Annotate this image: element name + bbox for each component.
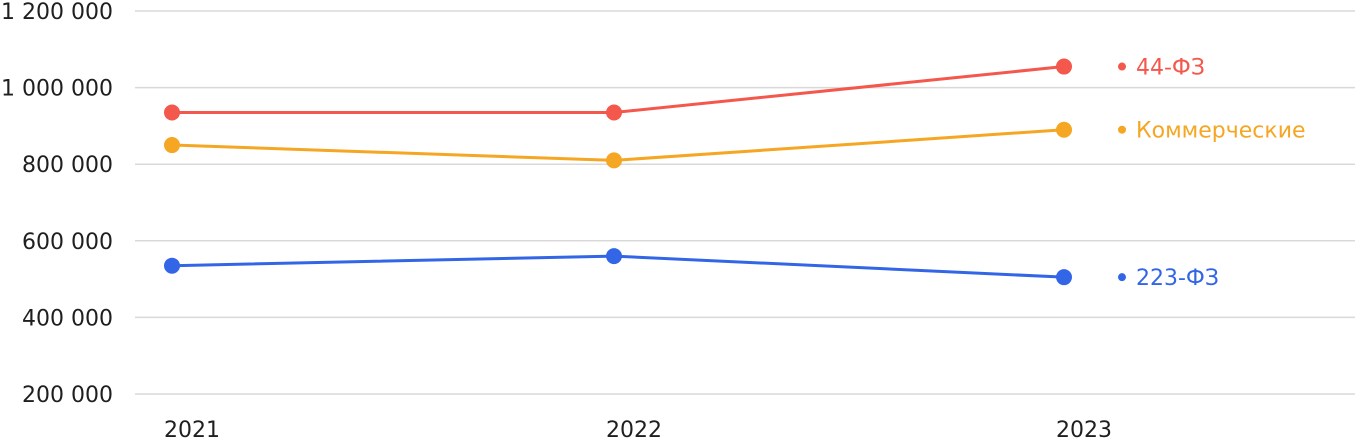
legend-marker — [1118, 273, 1126, 282]
grid — [135, 10, 1355, 395]
x-tick-label: 2022 — [606, 418, 662, 439]
y-tick-label: 600 000 — [22, 230, 113, 255]
data-point — [1056, 269, 1072, 286]
x-tick-label: 2023 — [1056, 418, 1112, 439]
x-tick-label: 2021 — [164, 418, 220, 439]
y-tick-label: 1 200 000 — [1, 0, 113, 25]
y-tick-label: 200 000 — [22, 383, 113, 408]
data-point — [1056, 121, 1072, 138]
y-axis: 1 200 000 1 000 000 800 000 600 000 400 000 2… — [1, 0, 113, 408]
legend-marker — [1118, 62, 1126, 71]
data-point — [606, 248, 622, 265]
data-point — [606, 152, 622, 169]
data-point — [606, 104, 622, 121]
legend-label: 44-ФЗ — [1136, 56, 1205, 81]
series-group — [164, 58, 1072, 286]
legend-label: 223-ФЗ — [1136, 266, 1219, 291]
legend-label: Коммерческие — [1136, 119, 1306, 144]
x-axis: 2021 2022 2023 — [164, 418, 1112, 439]
legend-marker — [1118, 125, 1126, 134]
data-point — [164, 137, 180, 154]
legend: 44-ФЗ Коммерческие 223-ФЗ — [1118, 56, 1306, 291]
data-point — [164, 257, 180, 274]
data-point — [1056, 58, 1072, 75]
data-point — [164, 104, 180, 121]
y-tick-label: 800 000 — [22, 153, 113, 178]
y-tick-label: 400 000 — [22, 306, 113, 331]
y-tick-label: 1 000 000 — [1, 77, 113, 102]
